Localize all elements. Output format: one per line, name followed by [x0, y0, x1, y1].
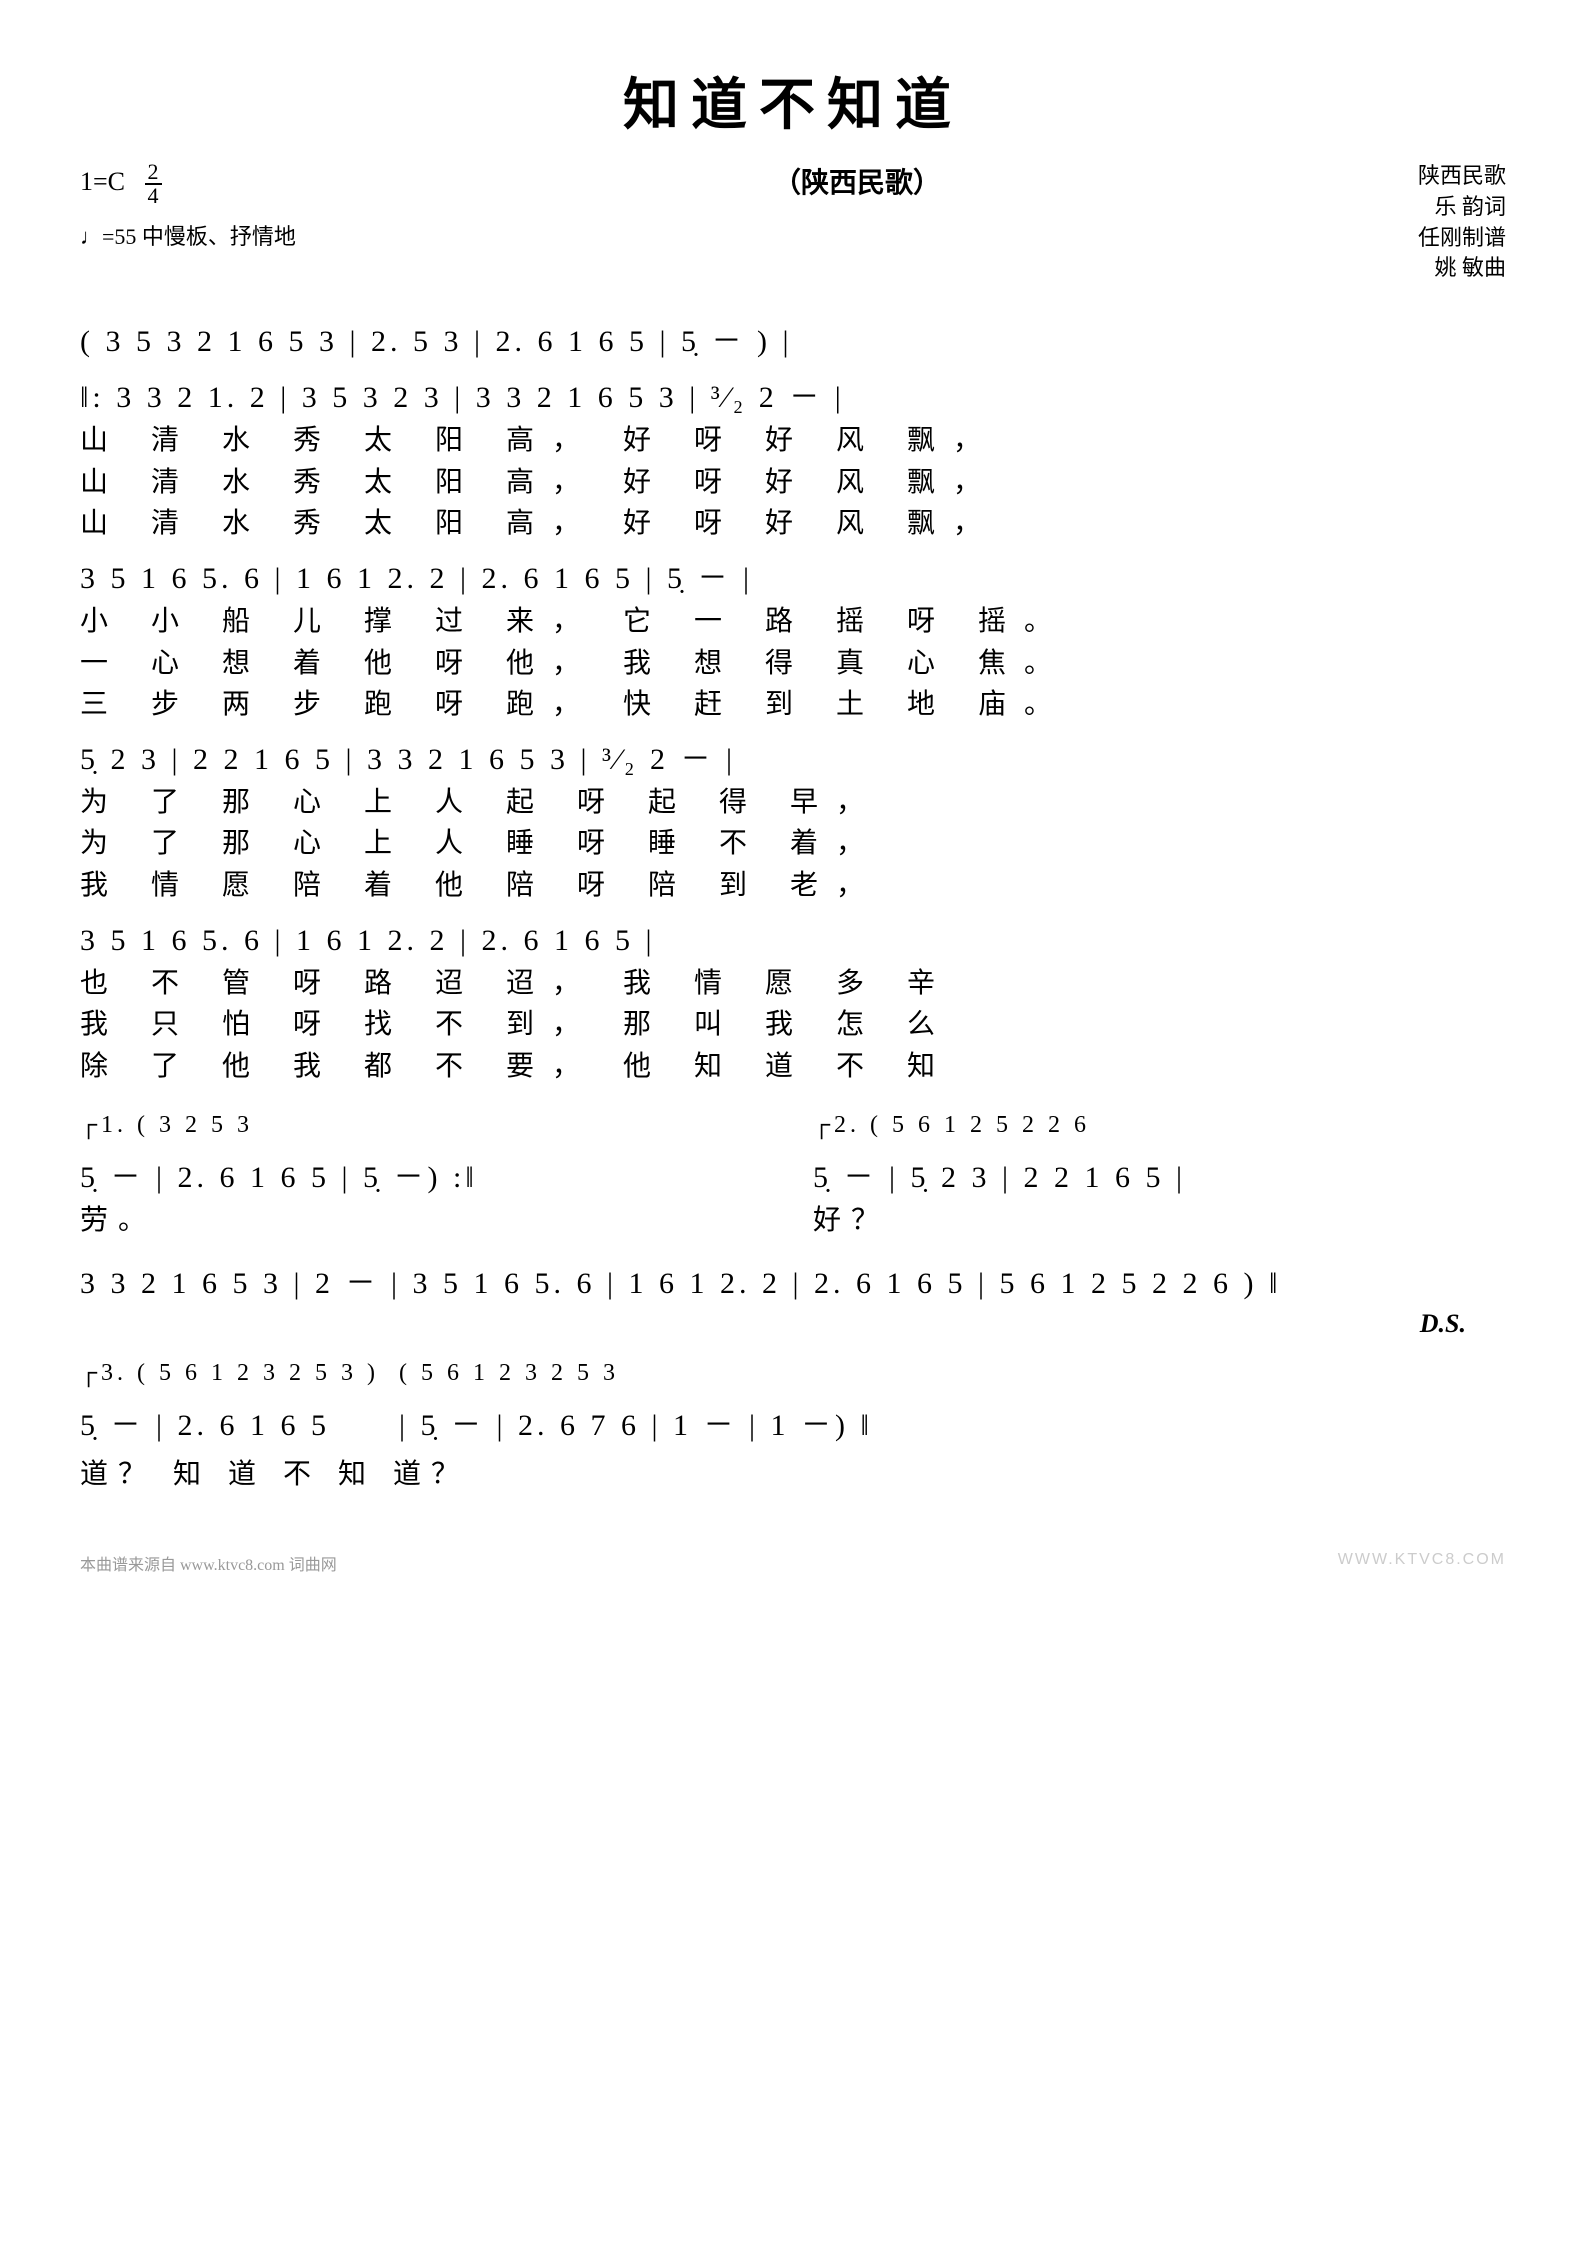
header-row: 1=C 2 4 ♩=55 中慢板、抒情地 （陕西民歌） 陕西民歌 乐 韵词 任刚…	[80, 161, 1506, 284]
lyric-line: 小 小 船 儿 撑 过 来， 它 一 路 摇 呀 摇。	[80, 605, 1506, 639]
notation-line: 3 5 1 6 5. 6 | 1 6 1 2. 2 | 2. 6 1 6 5 |…	[80, 561, 1506, 597]
credit-line: 乐 韵词	[1418, 192, 1506, 223]
notation-line: 3 5 1 6 5. 6 | 1 6 1 2. 2 | 2. 6 1 6 5 |	[80, 923, 1506, 959]
lyric-line: 我 只 怕 呀 找 不 到， 那 叫 我 怎 么	[80, 1008, 1506, 1042]
lyric-line: 劳。	[80, 1204, 773, 1238]
time-sig: 2 4	[145, 161, 162, 207]
time-top: 2	[145, 161, 162, 185]
score-body: ( 3 5 3 2 1 6 5 3 | 2. 5 3 | 2. 6 1 6 5 …	[80, 324, 1506, 1491]
lyric-line: 除 了 他 我 都 不 要， 他 知 道 不 知	[80, 1050, 1506, 1084]
meta-left: 1=C 2 4 ♩=55 中慢板、抒情地	[80, 161, 296, 251]
time-bot: 4	[145, 185, 162, 207]
lyric-line: 我 情 愿 陪 着 他 陪 呀 陪 到 老，	[80, 869, 1506, 903]
lyric-line: 道？ 知 道 不 知 道？	[80, 1458, 1506, 1492]
tempo: ♩=55 中慢板、抒情地	[80, 219, 296, 251]
footer-watermark: WWW.KTVC8.COM	[1338, 1551, 1506, 1575]
sheet-title: 知道不知道	[80, 60, 1506, 141]
lyric-line: 也 不 管 呀 路 迢 迢， 我 情 愿 多 辛	[80, 967, 1506, 1001]
credit-line: 任刚制谱	[1418, 223, 1506, 254]
lyric-line: 为 了 那 心 上 人 起 呀 起 得 早，	[80, 786, 1506, 820]
notation-small: ┌3. ( 5 6 1 2 3 2 5 3 )	[80, 1359, 379, 1388]
volta-3-row: ┌3. ( 5 6 1 2 3 2 5 3 ) 5̣ － | 2. 6 1 6 …	[80, 1339, 1506, 1450]
lyric-line: 山 清 水 秀 太 阳 高， 好 呀 好 风 飘，	[80, 507, 1506, 541]
credit-line: 陕西民歌	[1418, 161, 1506, 192]
volta-2: ┌2. ( 5 6 1 2 5 2 2 6 5̣ － | 5̣ 2 3 | 2 …	[813, 1091, 1506, 1245]
credit-line: 姚 敏曲	[1418, 253, 1506, 284]
ds-mark: D.S.	[80, 1308, 1506, 1339]
lyric-line: 一 心 想 着 他 呀 他， 我 想 得 真 心 焦。	[80, 647, 1506, 681]
lyric-line: 山 清 水 秀 太 阳 高， 好 呀 好 风 飘，	[80, 424, 1506, 458]
notation-small: ( 5 6 1 2 3 2 5 3	[399, 1359, 873, 1388]
notation-line: 5̣ 2 3 | 2 2 1 6 5 | 3 3 2 1 6 5 3 | ³⁄₂…	[80, 742, 1506, 778]
notation-line: ‖: 3 3 2 1. 2 | 3 5 3 2 3 | 3 3 2 1 6 5 …	[80, 380, 1506, 416]
lyric-line: 三 步 两 步 跑 呀 跑， 快 赶 到 土 地 庙。	[80, 688, 1506, 722]
key-sig: 1=C	[80, 167, 125, 196]
notation-line: 5̣ － | 2. 6 1 6 5 | 5̣ －) :‖	[80, 1160, 773, 1196]
notation-small: ┌1. ( 3 2 5 3	[80, 1111, 773, 1140]
notation-small: ┌2. ( 5 6 1 2 5 2 2 6	[813, 1111, 1506, 1140]
credits: 陕西民歌 乐 韵词 任刚制谱 姚 敏曲	[1418, 161, 1506, 284]
footer: 本曲谱来源自 www.ktvc8.com 词曲网 WWW.KTVC8.COM	[80, 1551, 1506, 1575]
notation-line: 5̣ － | 5̣ 2 3 | 2 2 1 6 5 |	[813, 1160, 1506, 1196]
lyric-line: 好？	[813, 1204, 1506, 1238]
notation-line: 5̣ － | 2. 6 1 6 5	[80, 1408, 379, 1444]
volta-row: ┌1. ( 3 2 5 3 5̣ － | 2. 6 1 6 5 | 5̣ －) …	[80, 1091, 1506, 1245]
key-time: 1=C 2 4	[80, 161, 296, 207]
volta-1: ┌1. ( 3 2 5 3 5̣ － | 2. 6 1 6 5 | 5̣ －) …	[80, 1091, 773, 1245]
volta-3b: ( 5 6 1 2 3 2 5 3 | 5̣ － | 2. 6 7 6 | 1 …	[399, 1339, 873, 1450]
footer-source: 本曲谱来源自 www.ktvc8.com 词曲网	[80, 1551, 337, 1575]
notation-line: | 5̣ － | 2. 6 7 6 | 1 － | 1 －) ‖	[399, 1408, 873, 1444]
lyric-line: 为 了 那 心 上 人 睡 呀 睡 不 着，	[80, 827, 1506, 861]
subtitle: （陕西民歌）	[773, 161, 941, 201]
volta-3a: ┌3. ( 5 6 1 2 3 2 5 3 ) 5̣ － | 2. 6 1 6 …	[80, 1339, 379, 1450]
notation-line: 3 3 2 1 6 5 3 | 2 － | 3 5 1 6 5. 6 | 1 6…	[80, 1266, 1506, 1302]
notation-line: ( 3 5 3 2 1 6 5 3 | 2. 5 3 | 2. 6 1 6 5 …	[80, 324, 1506, 360]
lyric-line: 山 清 水 秀 太 阳 高， 好 呀 好 风 飘，	[80, 466, 1506, 500]
